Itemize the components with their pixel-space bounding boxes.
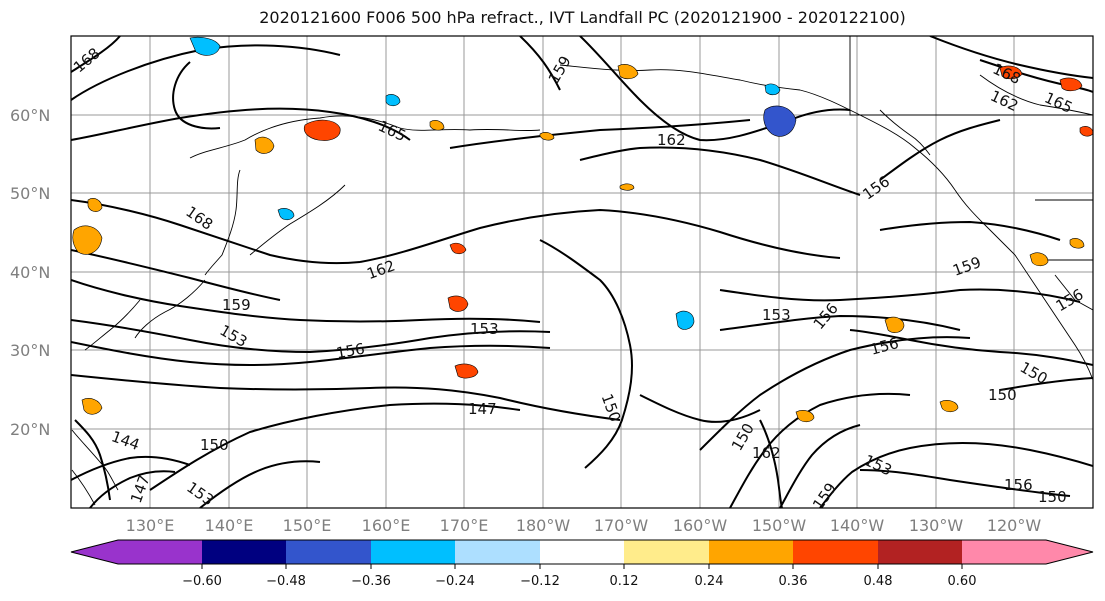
colorbar-outline [70,539,1094,565]
lon-label: 160°W [673,516,728,535]
contour-label: 162 [657,131,686,149]
contour-lines [71,36,1093,508]
colorbar-segment [371,540,455,564]
map-title: 2020121600 F006 500 hPa refract., IVT La… [259,8,906,27]
lon-label: 160°E [362,516,411,535]
lon-label: 140°W [830,516,885,535]
contour-label: 153 [470,320,499,338]
contour-label: 150 [1038,488,1067,506]
lat-label: 40°N [10,263,50,282]
colorbar-tick-label: −0.36 [351,574,391,589]
colorbar-tick-label: 0.24 [695,574,724,589]
colorbar-tick-label: −0.60 [182,574,222,589]
colorbar-extend-high-arrow [1046,540,1093,564]
contour-label: 150 [988,386,1017,404]
contour-label: 156 [1004,476,1033,494]
lon-label: 170°E [440,516,489,535]
map-frame [70,35,1094,509]
colorbar-segment [793,540,878,564]
colorbar-tick-label: −0.48 [266,574,306,589]
contour-label: 156 [335,340,366,363]
colorbar-segment [286,540,371,564]
lat-label: 60°N [10,106,50,125]
lon-label: 130°E [126,516,175,535]
lon-label: 150°E [283,516,332,535]
lon-label: 140°E [205,516,254,535]
colorbar-segment [455,540,540,564]
colorbar-segment [709,540,793,564]
colorbar-extend-low-arrow [71,540,118,564]
longitude-labels: 130°E 140°E 150°E 160°E 170°E 180°W 170°… [126,516,1042,535]
anomaly-fills [72,36,1093,423]
colorbar-tick-label: 0.48 [864,574,893,589]
latitude-labels: 60°N 50°N 40°N 30°N 20°N [10,106,50,439]
colorbar-segment [962,540,1046,564]
lat-label: 30°N [10,341,50,360]
contour-label: 147 [468,400,497,418]
lon-label: 180°W [516,516,571,535]
colorbar-segment [202,540,286,564]
colorbar-tick-label: 0.12 [610,574,639,589]
colorbar-segment [878,540,962,564]
colorbar-tick-label: −0.24 [435,574,475,589]
colorbar: −0.60 −0.48 −0.36 −0.24 −0.12 0.12 0.24 … [70,539,1094,589]
contour-label: 150 [200,436,229,454]
contour-label: 153 [762,306,791,324]
colorbar-tick-label: 0.60 [948,574,977,589]
colorbar-segment [540,540,624,564]
lat-label: 20°N [10,420,50,439]
lon-label: 170°W [594,516,649,535]
lon-label: 150°W [752,516,807,535]
colorbar-segment [118,540,202,564]
lat-label: 50°N [10,184,50,203]
contour-label: 159 [222,296,251,314]
lon-label: 130°W [909,516,964,535]
contour-label: 162 [752,444,781,462]
colorbar-tick-label: 0.36 [779,574,808,589]
lon-label: 120°W [987,516,1042,535]
colorbar-tick-label: −0.12 [520,574,560,589]
colorbar-segment [624,540,709,564]
